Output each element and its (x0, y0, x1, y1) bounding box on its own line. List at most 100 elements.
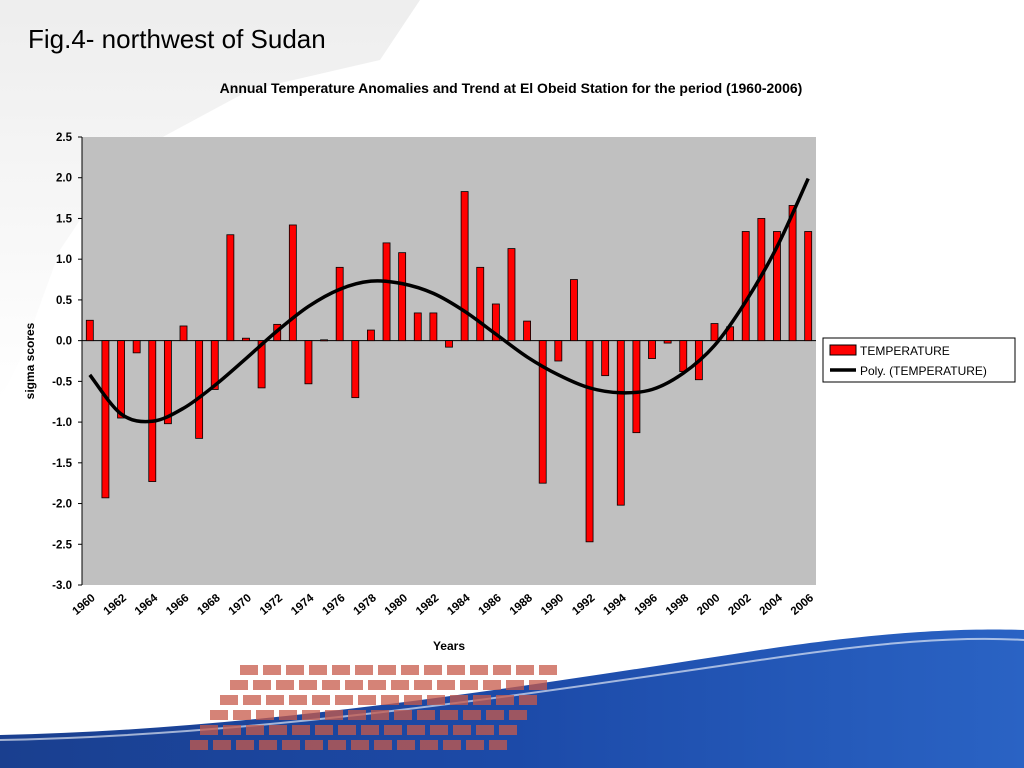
bar (163, 340, 172, 425)
trend-line (88, 177, 810, 424)
bg-tile (190, 740, 208, 750)
bg-tile (417, 710, 435, 720)
bg-tile (463, 710, 481, 720)
x-tick-label: 1966 (164, 592, 191, 618)
bar (710, 323, 719, 342)
bg-tile (355, 665, 373, 675)
bg-tile (305, 740, 323, 750)
y-tick-label: -2.0 (52, 499, 72, 511)
y-tick-label: -2.5 (52, 539, 72, 551)
bg-tile (309, 665, 327, 675)
bg-tile (404, 695, 422, 705)
bg-tile (289, 695, 307, 705)
bar (632, 340, 641, 434)
bg-tile (253, 680, 271, 690)
bg-tile (233, 710, 251, 720)
bg-tile (384, 725, 402, 735)
bg-tile (381, 695, 399, 705)
bg-tile (279, 710, 297, 720)
bg-tile (263, 665, 281, 675)
bar (570, 279, 578, 342)
bar (382, 242, 391, 342)
bar (288, 224, 297, 342)
bg-tile (437, 680, 455, 690)
bar (773, 231, 781, 342)
bar (804, 231, 813, 342)
bg-tile (450, 695, 468, 705)
x-tick-label: 2004 (758, 592, 786, 618)
bg-tile (213, 740, 231, 750)
y-tick-label: 1.5 (56, 213, 73, 225)
legend-label-trend: Poly. (TEMPERATURE) (860, 364, 987, 378)
bg-tile (496, 695, 514, 705)
y-tick-label: -0.5 (52, 376, 72, 388)
bar (351, 340, 360, 399)
bg-tile (391, 680, 409, 690)
bar-series (85, 191, 813, 543)
bg-tile (230, 680, 248, 690)
y-tick-label: -3.0 (52, 580, 72, 592)
y-tick-label: -1.5 (52, 458, 72, 470)
bg-tile (243, 695, 261, 705)
y-tick-label: 2.0 (56, 173, 72, 185)
x-tick-label: 1962 (102, 592, 129, 618)
bar (398, 252, 407, 342)
y-tick-label: -1.0 (52, 417, 72, 429)
y-tick-label: 1.0 (56, 254, 72, 266)
x-axis: 1960 1962 1964 1966 1968 1970 1972 1974 1976 1978… (70, 592, 816, 618)
bar (538, 340, 547, 484)
bg-tile (493, 665, 511, 675)
bg-tile (447, 665, 465, 675)
y-tick-label: 0.5 (56, 295, 73, 307)
bar (367, 329, 375, 342)
bg-tile (440, 710, 458, 720)
bar (148, 340, 157, 482)
bar (648, 340, 656, 359)
bg-tile (529, 680, 547, 690)
bg-tile (368, 680, 386, 690)
bar (741, 231, 750, 342)
bg-tile (397, 740, 415, 750)
bg-tile (322, 680, 340, 690)
legend-label-temperature: TEMPERATURE (860, 344, 950, 358)
bg-tile (424, 665, 442, 675)
x-tick-label: 2002 (726, 592, 753, 618)
bar (226, 234, 235, 342)
bg-tile (483, 680, 501, 690)
bar (554, 340, 563, 362)
bg-tile (348, 710, 366, 720)
bg-tile (516, 665, 534, 675)
x-tick-label: 1972 (258, 592, 285, 618)
bg-tile (292, 725, 310, 735)
x-axis-label: Years (433, 639, 465, 653)
bar (445, 340, 453, 348)
x-tick-label: 1986 (476, 592, 503, 618)
bar (117, 340, 125, 419)
bg-tile (345, 680, 363, 690)
bg-tile (266, 695, 284, 705)
bar (585, 340, 594, 543)
bg-tile (453, 725, 471, 735)
x-tick-label: 1994 (601, 592, 629, 618)
bg-tile (358, 695, 376, 705)
bar (320, 339, 328, 342)
bg-tile (351, 740, 369, 750)
x-tick-label: 1982 (414, 592, 441, 618)
bar (429, 312, 438, 342)
bar (476, 266, 485, 342)
x-tick-label: 1996 (633, 592, 660, 618)
bg-tile (378, 665, 396, 675)
bar (491, 303, 500, 342)
bg-tile (489, 740, 507, 750)
bar (335, 266, 344, 342)
bg-tile (420, 740, 438, 750)
bg-tile (286, 665, 304, 675)
x-tick-label: 1976 (320, 592, 347, 618)
bar (616, 340, 625, 506)
bar (507, 248, 516, 342)
bar (788, 205, 797, 342)
bar (523, 320, 531, 342)
x-tick-label: 1980 (383, 592, 410, 618)
bg-tile (256, 710, 274, 720)
bg-tile (220, 695, 238, 705)
